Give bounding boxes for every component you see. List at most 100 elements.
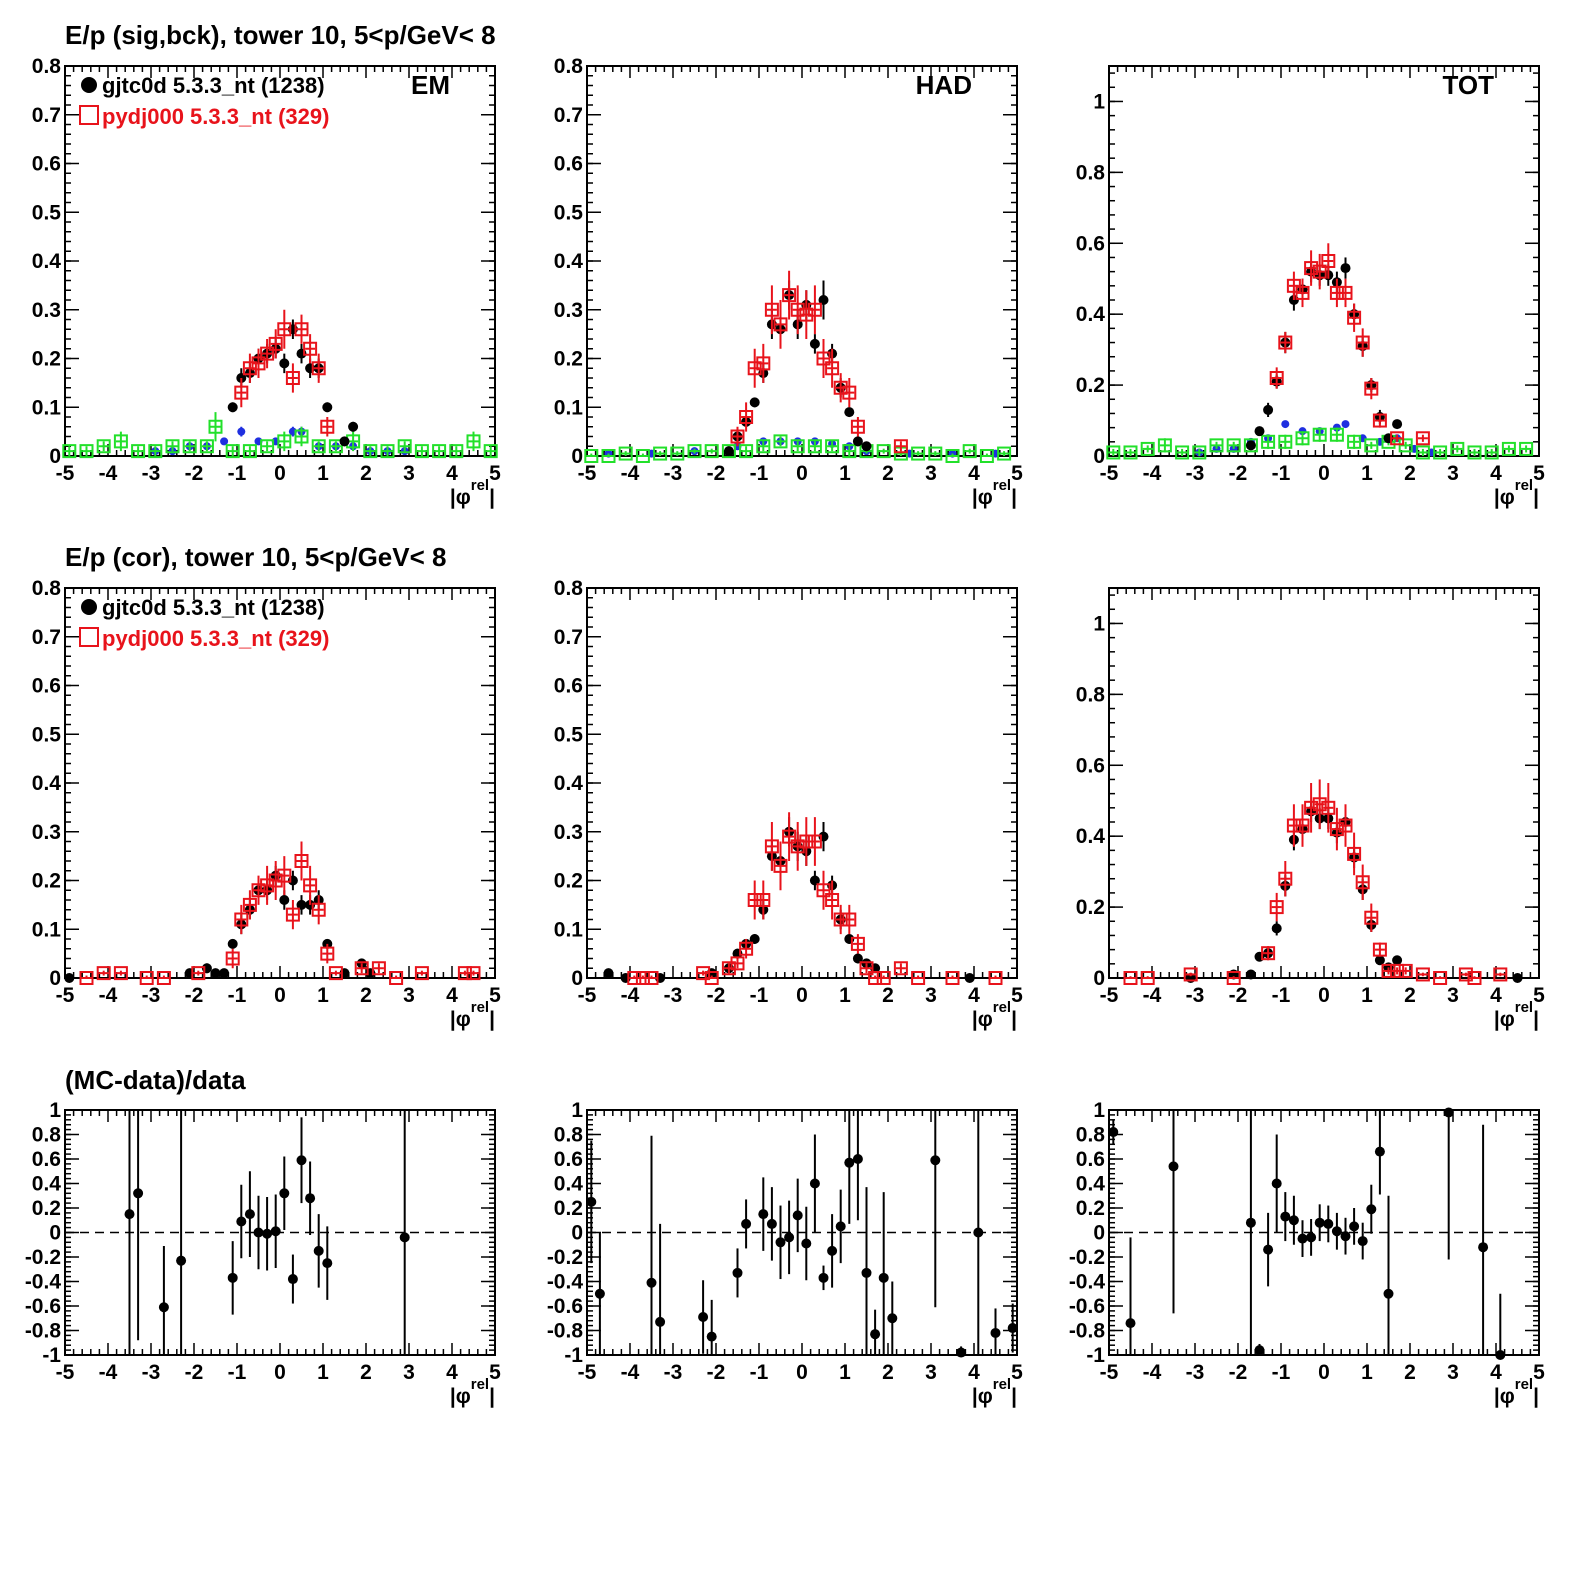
mc-point xyxy=(807,834,822,849)
y-tick-label: 0.2 xyxy=(554,870,583,893)
y-tick-label: -0.8 xyxy=(1069,1320,1106,1343)
mc-point xyxy=(816,351,831,366)
data-point xyxy=(322,402,333,413)
mc-point xyxy=(704,444,719,459)
y-tick-label: 0.8 xyxy=(32,1124,62,1147)
x-tick-label: -5 xyxy=(1100,462,1119,485)
x-tick-label: 2 xyxy=(1404,462,1416,485)
x-tick-label: -4 xyxy=(99,984,118,1007)
mc-point xyxy=(773,317,788,332)
mc-point xyxy=(730,956,745,971)
x-tick-label: -4 xyxy=(1143,462,1162,485)
mc-point xyxy=(294,322,309,337)
mc-point xyxy=(782,288,797,303)
data-point xyxy=(1281,420,1290,429)
data-point xyxy=(1271,923,1282,934)
x-tick-label: 3 xyxy=(925,1361,937,1384)
mc-point xyxy=(1364,438,1379,453)
data-point xyxy=(210,968,221,979)
x-tick-label: 0 xyxy=(274,1361,286,1384)
mc-point xyxy=(825,893,840,907)
mc-point xyxy=(225,951,240,966)
series-mc xyxy=(1123,779,1508,985)
y-tick-label: 0.8 xyxy=(1076,1124,1106,1147)
mc-point xyxy=(979,449,994,463)
data-point xyxy=(1254,1345,1265,1356)
mc-point xyxy=(380,444,395,459)
mc-point xyxy=(790,302,805,317)
mc-point xyxy=(911,446,926,461)
x-tick-label: 0 xyxy=(1318,462,1330,485)
plot-frame xyxy=(586,65,1018,457)
mc-point xyxy=(618,446,633,461)
x-tick-label: -4 xyxy=(621,984,640,1007)
y-tick-label: 0.8 xyxy=(32,55,62,78)
mc-point xyxy=(988,971,1003,985)
data-point xyxy=(973,1227,984,1238)
x-tick-label: 3 xyxy=(403,462,415,485)
data-point xyxy=(227,938,238,949)
y-tick-label: 0.4 xyxy=(32,250,62,273)
mc-point xyxy=(962,444,977,459)
x-tick-label: -2 xyxy=(707,1361,726,1384)
mc-point xyxy=(268,873,283,888)
data-point xyxy=(1288,1215,1299,1226)
x-tick-label: -3 xyxy=(1186,984,1205,1007)
mc-point xyxy=(670,446,685,461)
mc-point xyxy=(191,966,206,981)
x-tick-label: -4 xyxy=(99,1361,118,1384)
mc-point xyxy=(251,356,266,371)
x-axis-title: |φrel| xyxy=(1494,1376,1539,1408)
x-tick-label: -2 xyxy=(185,462,204,485)
series-bck_mc xyxy=(1106,427,1534,460)
mc-point xyxy=(850,936,865,951)
y-tick-label: 0.8 xyxy=(554,55,584,78)
x-tick-label: 5 xyxy=(1533,1361,1545,1384)
mc-point xyxy=(199,439,214,454)
legend-marker-data xyxy=(81,599,97,615)
mc-point xyxy=(635,449,650,463)
data-point xyxy=(956,1347,967,1358)
x-axis-title: |φrel| xyxy=(972,999,1017,1031)
mc-point xyxy=(303,878,318,893)
mc-point xyxy=(816,883,831,898)
mc-point xyxy=(1372,942,1387,957)
data-point xyxy=(741,1218,752,1229)
y-tick-label: -0.2 xyxy=(1069,1246,1105,1269)
mc-point xyxy=(277,322,292,337)
data-point xyxy=(1357,1236,1368,1247)
mc-point xyxy=(260,878,275,893)
mc-point xyxy=(311,902,326,917)
x-tick-label: 4 xyxy=(1490,984,1502,1007)
mc-point xyxy=(739,444,754,459)
data-point xyxy=(1280,1211,1291,1222)
y-tick-label: 0 xyxy=(571,967,583,990)
panel-sig-bck-EM: -5 -4 -3 -2 -1 0 1 2 3 4 5|φrel| 0 0.1 0.2 0.3 0.4 0.5 0.… xyxy=(32,55,501,509)
row-title-ratio: (MC-data)/data xyxy=(65,1065,246,1095)
legend-marker-mc xyxy=(79,105,99,125)
y-tick-label: 0 xyxy=(1093,1222,1105,1245)
mc-point xyxy=(1261,946,1276,961)
mc-point xyxy=(1338,818,1353,833)
mc-point xyxy=(165,439,180,454)
data-point xyxy=(646,1277,657,1288)
mc-point xyxy=(790,439,805,454)
mc-point xyxy=(96,439,111,454)
mc-point xyxy=(739,410,754,424)
x-tick-label: 4 xyxy=(968,462,980,485)
data-point xyxy=(655,1316,666,1327)
x-tick-label: 2 xyxy=(360,984,372,1007)
data-point xyxy=(930,1155,941,1166)
x-tick-label: 5 xyxy=(1011,1361,1023,1384)
series-data xyxy=(1185,800,1523,983)
mc-point xyxy=(997,446,1012,461)
y-tick-label: 0.6 xyxy=(32,675,61,698)
series-mc xyxy=(79,841,481,985)
y-tick-label: 1 xyxy=(49,1099,61,1122)
mc-point xyxy=(721,961,736,976)
x-tick-label: 3 xyxy=(1447,462,1459,485)
y-tick-label: -0.6 xyxy=(25,1295,61,1318)
mc-point xyxy=(773,434,788,449)
x-tick-label: -3 xyxy=(1186,1361,1205,1384)
data-point xyxy=(1263,1244,1274,1255)
